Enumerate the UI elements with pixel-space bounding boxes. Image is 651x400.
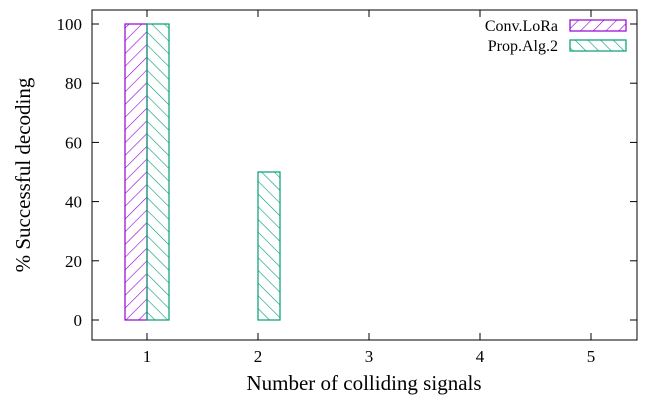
legend-swatch [569,39,627,52]
x-tick-label: 5 [587,347,596,366]
y-tick-label: 20 [65,252,82,271]
bars-group [124,23,281,321]
x-tick-label: 3 [365,347,374,366]
y-axis-ticks: 0 20 40 60 80 100 [57,15,637,330]
y-axis-title: % Successful decoding [11,77,35,272]
x-tick-label: 2 [254,347,263,366]
y-tick-label: 80 [65,74,82,93]
legend-label: Conv.LoRa [485,18,558,35]
plot-frame [91,9,638,341]
legend: Conv.LoRa Prop.Alg.2 [485,18,627,55]
legend-swatch [569,19,627,32]
y-tick-label: 40 [65,193,82,212]
x-axis-title: Number of colliding signals [246,371,481,395]
x-tick-label: 1 [143,347,152,366]
bar-prop-alg-2-2 [257,171,281,321]
x-tick-label: 4 [476,347,485,366]
y-tick-label: 0 [74,311,83,330]
legend-label: Prop.Alg.2 [488,38,558,55]
y-tick-label: 60 [65,133,82,152]
x-axis-ticks: 1 2 3 4 5 [143,10,596,366]
y-tick-label: 100 [57,15,83,34]
bar-conv-lora-1 [124,23,148,321]
bar-prop-alg-2-1 [146,23,170,321]
